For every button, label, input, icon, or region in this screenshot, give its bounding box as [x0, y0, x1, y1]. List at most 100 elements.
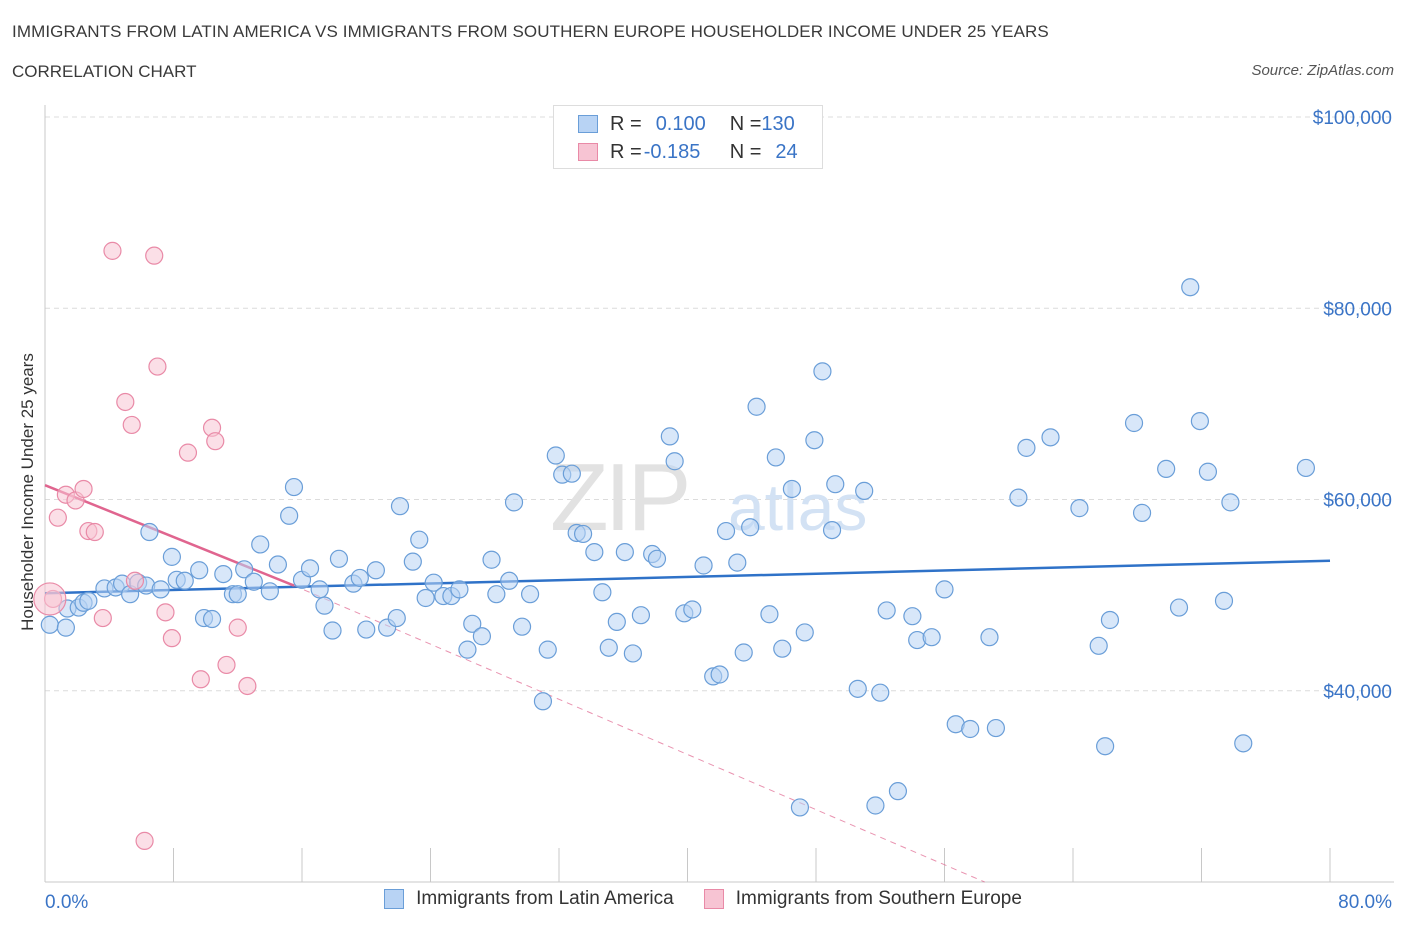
point-latin-america — [366, 561, 385, 580]
trend-layer — [44, 483, 1331, 883]
n-label: N = — [729, 140, 762, 163]
point-latin-america — [773, 639, 792, 658]
x-tick-label-max: 80.0% — [1338, 892, 1392, 913]
point-southern-europe — [178, 443, 198, 462]
point-southern-europe-large — [33, 582, 67, 616]
point-latin-america — [162, 547, 181, 566]
point-latin-america — [922, 628, 941, 647]
point-latin-america — [1181, 278, 1200, 297]
point-latin-america — [1169, 598, 1189, 617]
point-latin-america — [410, 530, 429, 549]
stats-row-southern-europe: R = -0.185 N = 24 — [578, 139, 798, 165]
chart-subtitle: CORRELATION CHART — [12, 62, 197, 81]
legend-item-southern-europe: Immigrants from Southern Europe — [703, 888, 1022, 910]
point-latin-america — [546, 446, 565, 465]
r-label: R = — [610, 112, 642, 135]
point-latin-america — [450, 580, 469, 599]
y-tick-label: $100,000 — [1313, 108, 1392, 129]
point-latin-america — [760, 605, 779, 624]
point-latin-america — [607, 612, 626, 632]
legend-swatch-southern-europe — [703, 889, 724, 909]
point-latin-america — [716, 521, 736, 541]
n-label: N = — [729, 112, 762, 135]
axis-layer — [44, 105, 1394, 883]
correlation-stats-box: R = 0.100 N = 130 R = -0.185 N = 24 — [553, 105, 823, 169]
point-latin-america — [665, 452, 684, 471]
point-latin-america — [573, 524, 593, 544]
point-latin-america — [562, 464, 581, 483]
n-value: 130 — [761, 112, 795, 135]
r-value: -0.185 — [643, 140, 701, 163]
point-latin-america — [202, 609, 222, 629]
point-latin-america — [458, 640, 477, 659]
point-latin-america — [782, 479, 802, 499]
point-latin-america — [1096, 737, 1115, 756]
point-latin-america — [1017, 438, 1036, 457]
point-latin-america — [533, 692, 553, 711]
stats-row-latin-america: R = 0.100 N = 130 — [578, 111, 795, 137]
point-latin-america — [472, 627, 491, 646]
point-latin-america — [1198, 462, 1218, 481]
point-latin-america — [822, 520, 842, 540]
point-latin-america — [390, 497, 410, 516]
point-latin-america — [315, 596, 334, 615]
point-latin-america — [1070, 499, 1089, 518]
r-label: R = — [610, 140, 642, 163]
point-latin-america — [79, 591, 98, 610]
point-latin-america — [280, 506, 299, 525]
point-latin-america — [741, 518, 760, 537]
point-latin-america — [487, 585, 506, 604]
legend-label-latin-america: Immigrants from Latin America — [416, 888, 674, 909]
point-latin-america — [980, 628, 999, 647]
point-latin-america — [615, 542, 634, 562]
legend-item-latin-america: Immigrants from Latin America — [384, 888, 674, 910]
chart-title: IMMIGRANTS FROM LATIN AMERICA VS IMMIGRA… — [12, 22, 1049, 41]
grid-layer — [45, 116, 1394, 692]
point-latin-america — [463, 614, 482, 633]
point-latin-america — [190, 561, 209, 580]
point-southern-europe — [116, 392, 135, 412]
point-latin-america — [848, 679, 867, 698]
point-latin-america — [1296, 458, 1316, 478]
point-southern-europe — [217, 655, 236, 675]
point-latin-america — [1132, 503, 1152, 522]
point-southern-europe — [125, 571, 145, 590]
point-latin-america — [623, 644, 642, 663]
point-southern-europe — [74, 479, 93, 499]
point-latin-america — [1234, 734, 1253, 753]
point-latin-america — [214, 564, 233, 584]
point-latin-america — [268, 555, 288, 574]
point-southern-europe — [148, 357, 167, 376]
chart-legend: Immigrants from Latin America Immigrants… — [0, 888, 1406, 910]
source-credit: Source: ZipAtlas.com — [1251, 62, 1394, 79]
point-latin-america — [790, 798, 810, 817]
point-latin-america — [728, 553, 747, 572]
point-latin-america — [660, 427, 679, 446]
point-latin-america — [175, 571, 194, 590]
point-latin-america — [520, 585, 540, 604]
point-latin-america — [888, 782, 908, 801]
point-latin-america — [357, 620, 376, 639]
point-latin-america — [585, 542, 604, 562]
point-southern-europe — [238, 676, 257, 696]
point-latin-america — [416, 588, 435, 608]
point-latin-america — [40, 615, 59, 634]
point-latin-america — [56, 618, 75, 637]
point-latin-america — [1100, 610, 1120, 630]
point-latin-america — [504, 493, 524, 512]
point-latin-america — [593, 583, 612, 602]
point-southern-europe — [191, 670, 210, 689]
point-latin-america — [1124, 413, 1144, 433]
watermark: ZIP atlas — [550, 444, 867, 551]
point-latin-america — [813, 362, 832, 381]
point-latin-america — [538, 640, 557, 659]
point-latin-america — [151, 580, 170, 599]
point-southern-europe — [145, 246, 164, 265]
point-southern-europe — [156, 603, 175, 622]
point-latin-america — [961, 719, 980, 739]
point-southern-europe — [228, 618, 247, 637]
y-tick-label: $60,000 — [1323, 491, 1392, 512]
point-latin-america — [323, 621, 342, 640]
legend-swatch-latin-america — [384, 889, 405, 909]
